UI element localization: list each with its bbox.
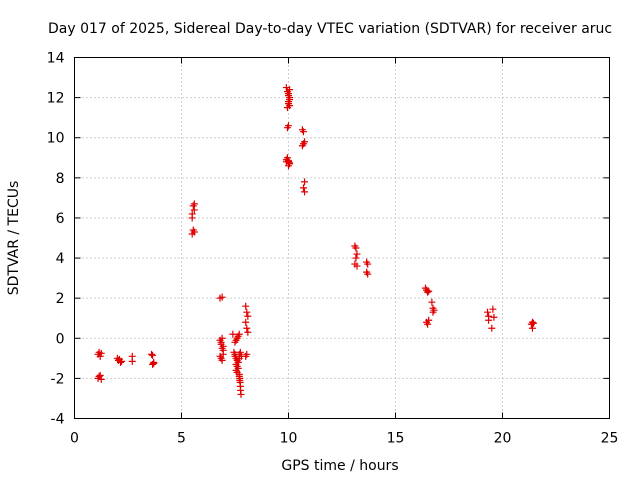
data-points: [94, 84, 538, 398]
data-point: [234, 358, 242, 366]
data-point: [364, 260, 372, 268]
plot-frame: [74, 57, 610, 419]
data-point: [353, 250, 361, 258]
data-point: [425, 287, 433, 295]
data-point: [285, 100, 292, 108]
chart-title: Day 017 of 2025, Sidereal Day-to-day VTE…: [48, 21, 612, 37]
data-point: [97, 349, 105, 357]
x-tick-label: 0: [70, 431, 79, 447]
y-tick-label: 4: [56, 251, 65, 267]
data-point: [283, 154, 291, 162]
data-point: [237, 390, 245, 398]
data-point: [188, 214, 196, 222]
data-point: [149, 351, 157, 359]
x-tick-label: 5: [177, 431, 186, 447]
y-tick-label: -4: [51, 412, 65, 428]
data-point: [96, 352, 104, 360]
y-tick-label: 6: [56, 211, 65, 227]
data-point: [488, 324, 496, 332]
data-point: [489, 305, 497, 313]
data-point: [236, 376, 244, 384]
data-point: [301, 188, 309, 196]
y-axis-label: SDTVAR / TECUs: [6, 181, 22, 296]
y-tick-label: 10: [47, 131, 65, 147]
data-point: [218, 293, 226, 301]
data-point: [484, 308, 492, 316]
grid-layer: [74, 57, 610, 419]
x-tick-label: 25: [601, 431, 619, 447]
y-tick-label: 14: [47, 51, 65, 67]
data-point: [150, 359, 158, 367]
data-point: [235, 330, 243, 338]
data-point: [283, 104, 291, 112]
data-point: [217, 338, 225, 346]
data-point: [424, 320, 432, 328]
data-point: [244, 328, 252, 336]
y-tick-label: -2: [51, 371, 65, 387]
data-point: [299, 128, 307, 136]
data-point: [352, 244, 360, 252]
x-axis-label: GPS time / hours: [281, 458, 398, 474]
x-tick-labels: 0 5 10 15 20 25: [70, 431, 618, 447]
data-point: [219, 342, 227, 350]
data-point: [242, 302, 250, 310]
data-point: [424, 288, 432, 296]
data-point: [148, 350, 156, 358]
y-tick-label: 8: [56, 171, 65, 187]
data-point: [485, 312, 493, 320]
data-point: [286, 96, 294, 104]
data-point: [190, 228, 198, 236]
y-tick-label: 2: [56, 291, 65, 307]
data-point: [301, 178, 309, 186]
data-point: [218, 356, 226, 364]
data-point: [242, 352, 250, 360]
data-point: [283, 124, 291, 132]
data-point: [352, 254, 360, 262]
data-point: [285, 90, 292, 98]
data-point: [364, 270, 372, 278]
data-point: [528, 324, 536, 332]
data-point: [128, 357, 136, 365]
data-point: [244, 312, 252, 320]
data-point: [351, 260, 359, 268]
data-point: [299, 184, 307, 192]
data-point: [428, 298, 436, 306]
data-point: [97, 375, 105, 383]
data-point: [96, 371, 104, 379]
data-point: [243, 308, 251, 316]
x-tick-label: 20: [494, 431, 512, 447]
data-point: [149, 360, 157, 368]
data-point: [242, 318, 250, 326]
data-point: [117, 358, 125, 366]
x-tick-label: 10: [280, 431, 298, 447]
data-point: [218, 334, 226, 342]
data-point: [528, 318, 536, 326]
data-point: [118, 357, 126, 365]
data-point: [299, 140, 307, 148]
x-tick-label: 15: [387, 431, 405, 447]
data-point: [282, 158, 290, 166]
data-point: [229, 330, 237, 338]
data-point: [190, 206, 198, 214]
data-point: [231, 352, 239, 360]
data-point: [490, 313, 498, 321]
data-point: [429, 308, 437, 316]
data-point: [235, 354, 243, 362]
data-point: [243, 324, 251, 332]
data-point: [425, 316, 433, 324]
data-point: [530, 319, 538, 327]
data-point: [236, 348, 244, 356]
y-tick-label: 12: [47, 91, 65, 107]
data-point: [286, 86, 294, 94]
data-point: [286, 159, 294, 167]
y-tick-label: 0: [56, 331, 65, 347]
data-point: [190, 200, 198, 208]
y-tick-labels: -4 -2 0 2 4 6 8 10 12 14: [47, 51, 65, 428]
